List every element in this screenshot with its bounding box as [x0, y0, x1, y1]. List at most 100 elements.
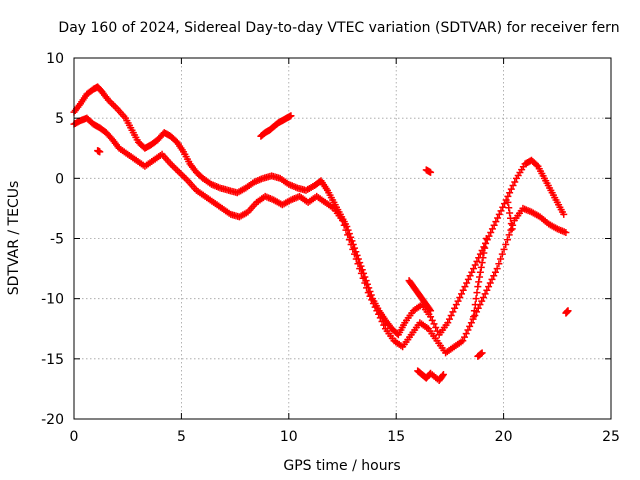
data-point: [433, 327, 441, 335]
data-point: [490, 221, 498, 229]
data-point: [487, 228, 495, 236]
data-point: [482, 239, 490, 247]
data-point: [470, 313, 478, 321]
data-point: [483, 286, 491, 294]
data-point: [476, 273, 484, 281]
data-point: [466, 272, 474, 280]
data-point: [497, 255, 505, 263]
data-point: [505, 204, 513, 212]
data-point: [492, 218, 500, 226]
data-point: [488, 225, 496, 233]
series-track-a: [70, 83, 568, 339]
x-tick-label: 15: [387, 429, 405, 445]
data-point: [495, 210, 503, 218]
data-point: [445, 315, 453, 323]
series-fragment-7: [474, 349, 486, 360]
data-point: [357, 269, 365, 277]
data-point: [490, 272, 498, 280]
data-point: [471, 261, 479, 269]
data-point: [500, 200, 508, 208]
data-point: [447, 312, 455, 320]
data-point: [502, 241, 510, 249]
grid: [74, 58, 611, 419]
data-point: [473, 257, 481, 265]
data-point: [494, 214, 502, 222]
data-point: [439, 372, 447, 380]
data-point: [456, 293, 464, 301]
data-point: [368, 296, 376, 304]
data-point: [356, 265, 364, 273]
series-fragment-3: [422, 166, 435, 176]
data-point: [352, 255, 360, 263]
y-tick-label: -10: [41, 292, 64, 308]
data-point: [505, 231, 513, 239]
data-point: [471, 301, 479, 309]
y-tick-label: -15: [41, 352, 64, 368]
data-point: [463, 279, 471, 287]
data-point: [485, 283, 493, 291]
data-point: [461, 283, 469, 291]
series-fragment-9: [562, 307, 572, 317]
data-point: [378, 318, 386, 326]
data-point: [499, 203, 507, 211]
data-point: [427, 307, 435, 315]
x-tick-label: 0: [70, 429, 79, 445]
data-point: [361, 279, 369, 287]
data-point: [344, 231, 352, 239]
data-point: [480, 249, 488, 257]
data-point: [511, 178, 519, 186]
data-point: [457, 290, 465, 298]
data-point: [339, 216, 346, 224]
x-tick-label: 5: [177, 429, 186, 445]
data-point: [439, 370, 447, 378]
data-point: [467, 319, 475, 327]
data-point: [477, 263, 485, 271]
data-point: [476, 268, 484, 276]
series-fragment-2: [257, 112, 295, 140]
data-point: [474, 283, 482, 291]
data-point: [375, 310, 383, 318]
x-tick-label: 25: [602, 429, 620, 445]
series-fragment-6: [470, 235, 490, 321]
y-axis-label: SDTVAR / TECUs: [6, 181, 22, 296]
data-point: [287, 112, 295, 120]
data-point: [444, 319, 452, 327]
data-point: [347, 241, 355, 249]
data-point: [342, 226, 350, 234]
data-point: [473, 289, 481, 297]
data-point: [349, 245, 357, 253]
data-point: [340, 221, 348, 229]
data-point: [345, 236, 353, 244]
series-fragment-1: [94, 147, 104, 156]
data-point: [464, 275, 472, 283]
data-point: [475, 278, 483, 286]
series-fragment-4: [405, 277, 435, 315]
data-point: [363, 284, 371, 292]
data-point: [472, 295, 480, 303]
data-point: [488, 275, 496, 283]
data-point: [464, 326, 472, 334]
data-point: [470, 307, 478, 315]
data-point: [491, 268, 499, 276]
data-point: [451, 304, 459, 312]
data-point: [507, 185, 515, 193]
series-fragment-5: [414, 367, 447, 384]
data-point: [427, 313, 435, 321]
data-point: [474, 304, 482, 312]
data-point: [509, 182, 517, 190]
data-point: [351, 250, 359, 258]
data-point: [449, 308, 457, 316]
data-point: [364, 289, 372, 297]
data-point: [369, 299, 377, 307]
x-tick-label: 10: [280, 429, 298, 445]
data-point: [479, 293, 487, 301]
y-tick-label: 0: [55, 171, 64, 187]
data-point: [495, 260, 503, 268]
data-point: [482, 235, 490, 242]
data-point: [459, 286, 467, 294]
data-point: [380, 321, 388, 329]
data-point: [452, 301, 460, 309]
x-axis-label: GPS time / hours: [283, 458, 400, 474]
y-tick-label: -20: [41, 412, 64, 428]
data-point: [432, 324, 440, 332]
